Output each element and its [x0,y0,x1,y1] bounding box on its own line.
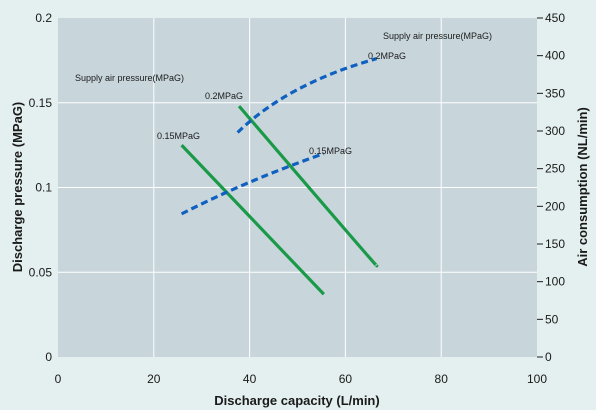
y2-tick-label: 300 [545,124,565,138]
y-tick-label: 0.2 [35,11,52,25]
tick-labels: 0 20 40 60 80 100 0 0.05 0.1 0.15 0.2 0 50 100 150 200 2… [29,11,566,386]
annotation-air-02: 0.2MPaG [368,51,406,61]
y-axis-title: Discharge pressure (MPaG) [10,102,25,273]
x-tick-label: 40 [243,372,257,386]
annotation-supply-left: Supply air pressure(MPaG) [75,73,184,83]
annotation-pressure-015: 0.15MPaG [157,131,200,141]
y2-tick-label: 450 [545,11,565,25]
y-tick-label: 0.15 [29,96,53,110]
annotation-pressure-02: 0.2MPaG [205,91,243,101]
y2-tick-label: 250 [545,162,565,176]
pressure-curve-015mpag [180,144,326,296]
y2-tick-label: 50 [545,312,559,326]
air-consumption-curve-015mpag [180,152,325,216]
y2-tick-label: 150 [545,237,565,251]
y-tick-label: 0 [45,350,52,364]
annotation-supply-right: Supply air pressure(MPaG) [383,31,492,41]
grid-lines [58,18,537,357]
x-tick-label: 100 [527,372,547,386]
air-consumption-curve-02mpag [236,57,377,134]
y-tick-label: 0.1 [35,181,52,195]
y2-tick-label: 350 [545,86,565,100]
x-tick-label: 60 [339,372,353,386]
x-axis-title: Discharge capacity (L/min) [214,393,379,408]
x-tick-label: 80 [435,372,449,386]
y2-axis-title: Air consumption (NL/min) [575,107,590,267]
y2-tick-label: 400 [545,49,565,63]
y2-tick-label: 0 [545,350,552,364]
y2-tick-label: 100 [545,275,565,289]
x-tick-label: 0 [55,372,62,386]
y-tick-label: 0.05 [29,265,53,279]
x-tick-label: 20 [147,372,161,386]
y2-tick-label: 200 [545,199,565,213]
annotation-air-015: 0.15MPaG [309,146,352,156]
